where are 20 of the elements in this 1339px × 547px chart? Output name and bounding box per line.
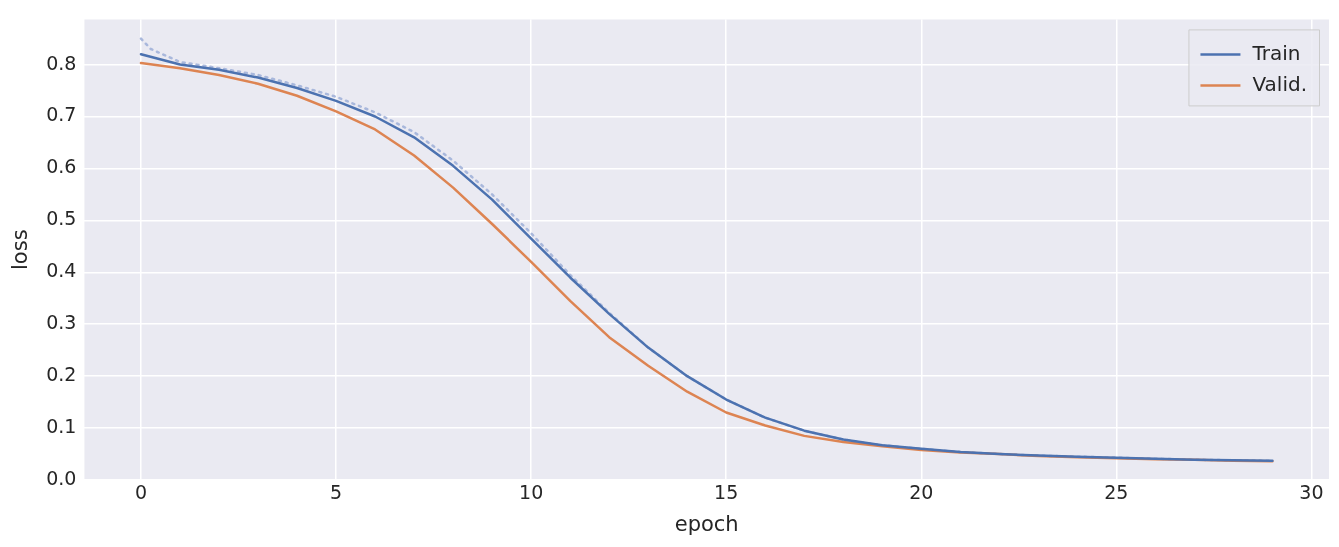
x-tick-label: 10 [519, 481, 544, 504]
y-tick-label: 0.3 [46, 311, 77, 334]
y-tick-label: 0.8 [46, 51, 77, 74]
x-tick-label: 15 [714, 481, 739, 504]
y-tick-label: 0.7 [46, 103, 77, 126]
x-tick-label: 30 [1299, 481, 1324, 504]
y-tick-label: 0.5 [46, 207, 77, 230]
x-axis-title: epoch [674, 511, 739, 536]
x-tick-label: 0 [134, 481, 148, 504]
y-tick-label: 0.4 [46, 259, 77, 282]
x-tick-label: 5 [330, 481, 343, 504]
y-axis-title: loss [8, 229, 33, 270]
y-tick-label: 0.1 [46, 415, 77, 438]
legend-label: Train [1251, 40, 1301, 65]
y-tick-label: 0.0 [46, 466, 77, 489]
y-tick-label: 0.2 [46, 363, 77, 386]
y-tick-label: 0.6 [46, 155, 77, 178]
x-tick-label: 20 [909, 481, 934, 504]
x-tick-label: 25 [1104, 481, 1129, 504]
legend-label: Valid. [1252, 71, 1308, 96]
